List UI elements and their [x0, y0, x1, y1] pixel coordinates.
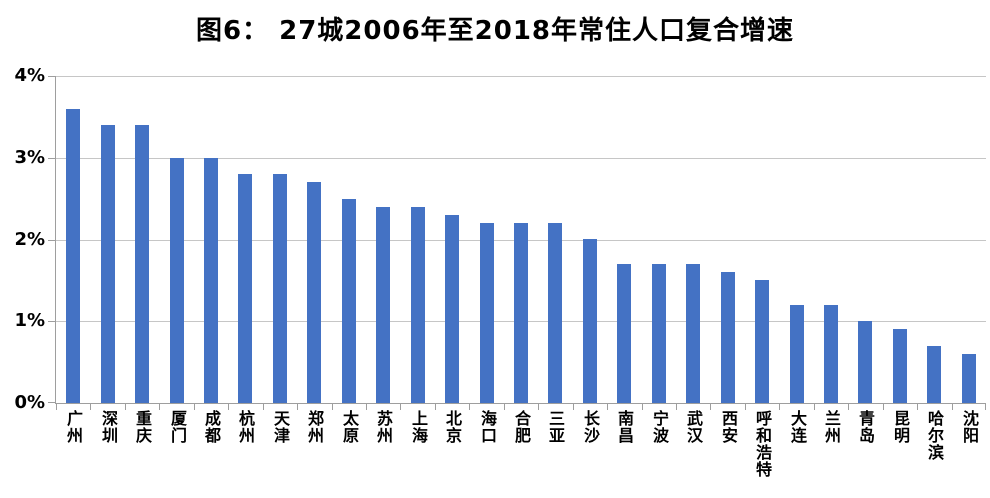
bar	[514, 223, 528, 403]
bar	[135, 125, 149, 403]
x-tick	[504, 404, 505, 410]
x-axis-label: 南昌	[615, 410, 634, 444]
x-tick	[297, 404, 298, 410]
bar	[411, 207, 425, 403]
x-tick	[366, 404, 367, 410]
x-axis-label: 沈阳	[960, 410, 979, 444]
y-axis-label: 1%	[14, 310, 45, 331]
x-axis-label: 西安	[719, 410, 738, 444]
bar	[721, 272, 735, 403]
x-tick	[779, 404, 780, 410]
bar	[893, 329, 907, 403]
x-axis-label: 昆明	[891, 410, 910, 444]
x-axis-label: 合肥	[512, 410, 531, 444]
x-axis-label: 呼和浩特	[753, 410, 772, 478]
x-axis-label: 三亚	[546, 410, 565, 444]
y-tick	[48, 158, 56, 159]
x-tick	[710, 404, 711, 410]
y-axis-label: 2%	[14, 229, 45, 250]
bar	[480, 223, 494, 403]
x-axis-label: 哈尔滨	[925, 410, 944, 461]
bar	[962, 354, 976, 403]
bar	[617, 264, 631, 403]
x-axis-label: 深圳	[99, 410, 118, 444]
x-tick	[228, 404, 229, 410]
x-tick	[607, 404, 608, 410]
x-axis-label: 宁波	[650, 410, 669, 444]
y-tick	[48, 402, 56, 403]
bar	[686, 264, 700, 403]
x-axis-label: 杭州	[236, 410, 255, 444]
x-tick	[573, 404, 574, 410]
x-tick	[400, 404, 401, 410]
y-axis: 0% 1% 2% 3% 4%	[0, 65, 47, 413]
x-tick	[985, 404, 986, 410]
bar	[445, 215, 459, 403]
x-axis-label: 郑州	[305, 410, 324, 444]
x-tick	[848, 404, 849, 410]
x-tick	[814, 404, 815, 410]
x-tick	[883, 404, 884, 410]
x-axis-label: 北京	[443, 410, 462, 444]
bar	[238, 174, 252, 403]
x-tick	[469, 404, 470, 410]
chart-title: 图6： 27城2006年至2018年常住人口复合增速	[195, 16, 795, 46]
x-tick	[676, 404, 677, 410]
x-tick	[917, 404, 918, 410]
x-axis-label: 海口	[478, 410, 497, 444]
x-tick	[435, 404, 436, 410]
y-axis-label: 0%	[14, 392, 45, 413]
x-axis-label: 大连	[788, 410, 807, 444]
bar	[204, 158, 218, 403]
bar	[927, 346, 941, 403]
x-axis-label: 厦门	[168, 410, 187, 444]
y-tick	[48, 240, 56, 241]
bar	[170, 158, 184, 403]
x-tick	[642, 404, 643, 410]
bar	[273, 174, 287, 403]
y-axis-label: 3%	[14, 147, 45, 168]
bar	[376, 207, 390, 403]
x-axis-label: 广州	[64, 410, 83, 444]
x-tick	[159, 404, 160, 410]
y-tick	[48, 321, 56, 322]
x-axis-label: 兰州	[822, 410, 841, 444]
bar	[755, 280, 769, 403]
bar	[307, 182, 321, 403]
x-axis-label: 长沙	[581, 410, 600, 444]
gridline	[56, 76, 986, 77]
bar	[790, 305, 804, 403]
y-axis-label: 4%	[14, 65, 45, 86]
x-tick	[194, 404, 195, 410]
x-axis-label: 苏州	[374, 410, 393, 444]
x-tick	[125, 404, 126, 410]
bar	[858, 321, 872, 403]
x-tick	[56, 404, 57, 410]
y-tick	[48, 76, 56, 77]
x-axis-label: 青岛	[856, 410, 875, 444]
plot-area: 广州 深圳 重庆 厦门 成都 杭州 天津 郑州 太原 苏州 上海 北京 海口 合肥 三亚 长沙 南昌 宁波 武汉 西安…	[48, 76, 986, 478]
x-tick	[332, 404, 333, 410]
bar	[342, 199, 356, 403]
gridline	[56, 158, 986, 159]
x-tick	[745, 404, 746, 410]
x-axis-label: 武汉	[684, 410, 703, 444]
x-tick	[538, 404, 539, 410]
x-axis-label: 成都	[202, 410, 221, 444]
bar	[101, 125, 115, 403]
x-axis-label: 重庆	[133, 410, 152, 444]
x-axis-label: 天津	[271, 410, 290, 444]
x-tick	[952, 404, 953, 410]
x-axis-label: 上海	[409, 410, 428, 444]
bar	[583, 239, 597, 403]
x-tick	[90, 404, 91, 410]
x-axis-label: 太原	[340, 410, 359, 444]
bar	[66, 109, 80, 403]
x-tick	[263, 404, 264, 410]
bar	[548, 223, 562, 403]
bar	[652, 264, 666, 403]
bar	[824, 305, 838, 403]
